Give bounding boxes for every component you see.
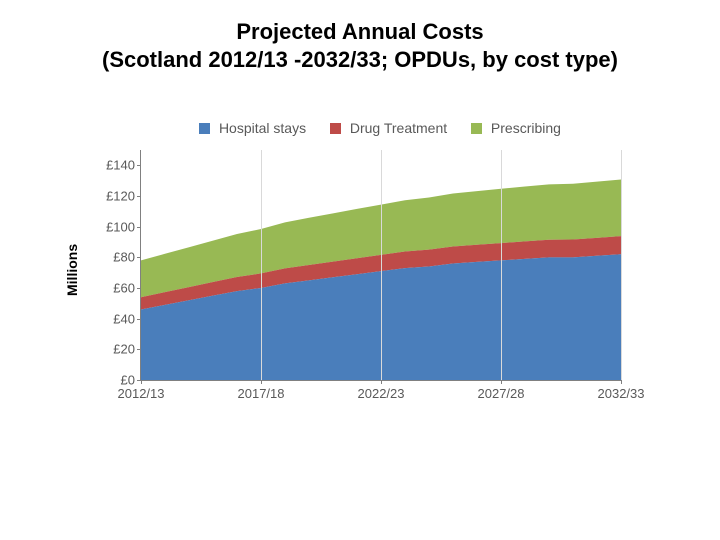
- y-tick-label: £20: [113, 342, 135, 357]
- page-title: Projected Annual Costs (Scotland 2012/13…: [0, 18, 720, 73]
- legend-item-drug: Drug Treatment: [330, 120, 447, 136]
- y-tick-label: £80: [113, 250, 135, 265]
- plot-area: £0£20£40£60£80£100£120£1402012/132017/18…: [140, 150, 621, 381]
- x-tick-label: 2027/28: [478, 386, 525, 401]
- x-tick-label: 2017/18: [238, 386, 285, 401]
- legend-label-prescribing: Prescribing: [491, 120, 561, 136]
- legend-item-prescribing: Prescribing: [471, 120, 561, 136]
- y-tick-label: £100: [106, 219, 135, 234]
- x-tick-label: 2032/33: [598, 386, 645, 401]
- y-tick-label: £40: [113, 311, 135, 326]
- cost-chart: Hospital stays Drug Treatment Prescribin…: [130, 120, 630, 420]
- legend-item-hospital: Hospital stays: [199, 120, 306, 136]
- slide: Projected Annual Costs (Scotland 2012/13…: [0, 0, 720, 540]
- y-tick-label: £60: [113, 281, 135, 296]
- title-line-2: (Scotland 2012/13 -2032/33; OPDUs, by co…: [102, 47, 618, 72]
- x-tick-label: 2022/23: [358, 386, 405, 401]
- title-line-1: Projected Annual Costs: [236, 19, 483, 44]
- x-tick-label: 2012/13: [118, 386, 165, 401]
- legend-swatch-prescribing: [471, 123, 482, 134]
- y-axis-title: Millions: [62, 120, 82, 420]
- y-tick-label: £120: [106, 189, 135, 204]
- legend-swatch-drug: [330, 123, 341, 134]
- legend-label-drug: Drug Treatment: [350, 120, 447, 136]
- chart-legend: Hospital stays Drug Treatment Prescribin…: [130, 120, 630, 136]
- y-tick-label: £140: [106, 158, 135, 173]
- legend-label-hospital: Hospital stays: [219, 120, 306, 136]
- legend-swatch-hospital: [199, 123, 210, 134]
